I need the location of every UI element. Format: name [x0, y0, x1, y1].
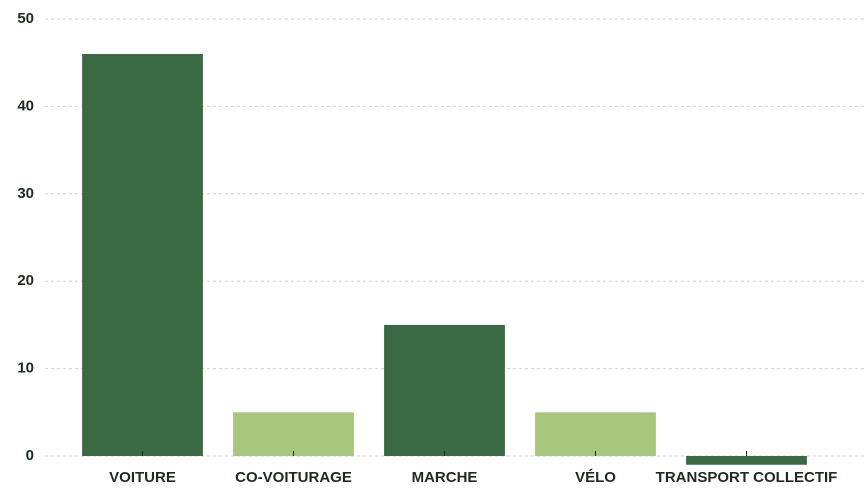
x-tick-label: VOITURE	[109, 469, 176, 486]
y-tick-label: 40	[17, 97, 34, 114]
x-tick-label: MARCHE	[412, 469, 478, 486]
x-tick-label: VÉLO	[575, 469, 616, 486]
bar	[82, 53, 203, 457]
bar	[686, 456, 807, 465]
y-tick-label: 0	[26, 447, 34, 464]
y-tick-label: 30	[17, 185, 34, 202]
y-tick-label: 50	[17, 10, 34, 27]
y-tick-label: 20	[17, 272, 34, 289]
bar	[535, 412, 656, 456]
x-tick-label: CO-VOITURAGE	[235, 469, 352, 486]
x-tick-label: TRANSPORT COLLECTIF	[656, 469, 838, 486]
bar	[233, 412, 354, 456]
bar	[384, 324, 505, 456]
y-tick-label: 10	[17, 360, 34, 377]
